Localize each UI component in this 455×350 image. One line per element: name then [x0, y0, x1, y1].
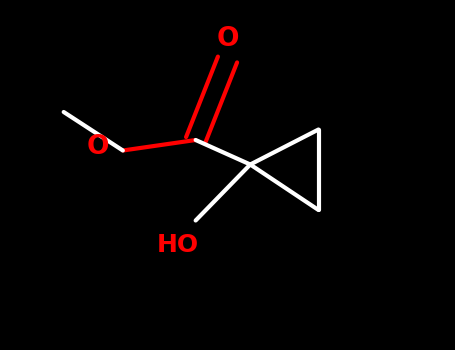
Text: O: O: [216, 26, 239, 51]
Text: O: O: [86, 134, 109, 160]
Text: HO: HO: [157, 233, 198, 257]
